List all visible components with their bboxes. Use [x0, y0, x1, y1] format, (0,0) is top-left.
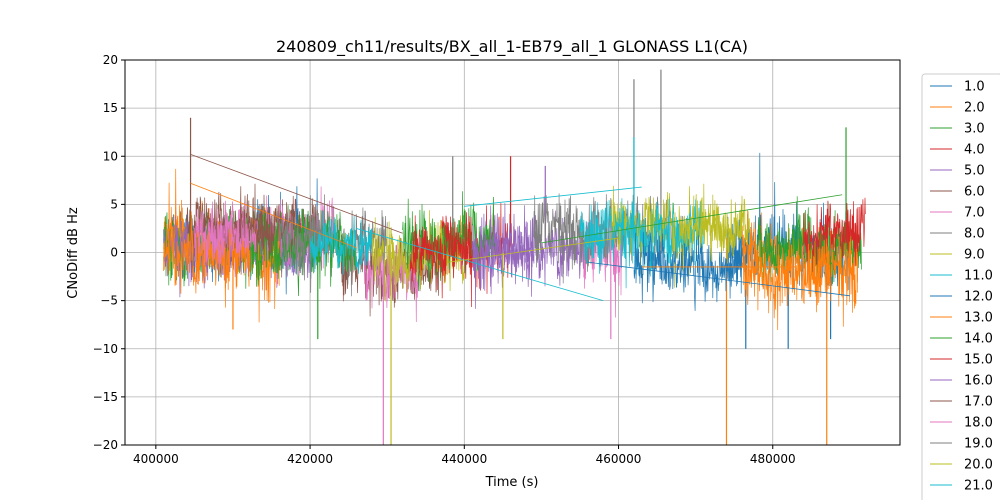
y-tick-label: −20 — [93, 438, 118, 452]
x-tick-label: 440000 — [441, 452, 487, 466]
y-tick-label: 20 — [103, 53, 118, 67]
legend-label: 16.0 — [964, 374, 993, 389]
series-connector-line — [190, 153, 403, 234]
series-line-16.0 — [471, 203, 535, 309]
y-tick-label: 15 — [103, 101, 118, 115]
legend-label: 12.0 — [964, 290, 993, 305]
y-tick-label: −15 — [93, 390, 118, 404]
legend-label: 20.0 — [964, 458, 993, 473]
series-line-18.0 — [194, 209, 257, 268]
series-connector-line — [464, 186, 642, 207]
legend-label: 19.0 — [964, 437, 993, 452]
series-connector-line — [190, 182, 357, 249]
series-line-7.0 — [209, 186, 334, 287]
series-connector-line — [541, 194, 843, 244]
series-line-13.0 — [741, 228, 858, 331]
x-tick-label: 460000 — [596, 452, 642, 466]
legend-label: 4.0 — [964, 143, 985, 158]
x-tick-label: 420000 — [287, 452, 333, 466]
y-axis-label: CNoDiff dB Hz — [66, 207, 81, 299]
plot-area — [163, 69, 866, 445]
series-line-5.0 — [163, 213, 319, 298]
legend-label: 8.0 — [964, 227, 985, 242]
series-line-15.0 — [409, 215, 473, 299]
legend-label: 21.0 — [964, 479, 993, 494]
legend-label: 2.0 — [964, 101, 985, 116]
y-tick-label: 0 — [110, 246, 118, 260]
series-line-19.0 — [278, 212, 326, 273]
axes: 400000 420000 440000 460000 480000 −20 −15 −10 −… — [93, 53, 796, 466]
x-tick-label: 480000 — [750, 452, 796, 466]
legend-label: 11.0 — [964, 269, 993, 284]
legend: 1.0 2.0 3.0 4.0 5.0 6.0 7.0 8.0 9.0 11.0 12.0 13.0 1… — [921, 73, 1000, 504]
legend-label: 15.0 — [964, 353, 993, 368]
legend-label: 17.0 — [964, 395, 993, 410]
legend-label: 1.0 — [964, 80, 985, 95]
legend-label: 3.0 — [964, 122, 985, 137]
x-axis-label: Time (s) — [485, 475, 539, 490]
legend-label: 7.0 — [964, 206, 985, 221]
legend-label: 13.0 — [964, 311, 993, 326]
y-tick-label: 10 — [103, 149, 118, 163]
y-tick-label: −10 — [93, 342, 118, 356]
y-tick-label: −5 — [100, 294, 118, 308]
legend-label: 6.0 — [964, 185, 985, 200]
series-connector-line — [587, 261, 850, 297]
legend-label: 9.0 — [964, 248, 985, 263]
series-connector-line — [448, 237, 619, 263]
series-line-14.0 — [248, 208, 357, 289]
series-line-8.0 — [533, 193, 689, 284]
y-tick-label: 5 — [110, 197, 118, 211]
series-connector-line — [356, 228, 604, 302]
series-line-20.0 — [680, 199, 743, 262]
legend-label: 14.0 — [964, 332, 993, 347]
series-line-4.0 — [803, 197, 866, 283]
chart-title: 240809_ch11/results/BX_all_1-EB79_all_1 … — [276, 37, 748, 57]
legend-label: 18.0 — [964, 416, 993, 431]
legend-label: 5.0 — [964, 164, 985, 179]
x-tick-label: 400000 — [133, 452, 179, 466]
legend-box — [921, 73, 1000, 504]
